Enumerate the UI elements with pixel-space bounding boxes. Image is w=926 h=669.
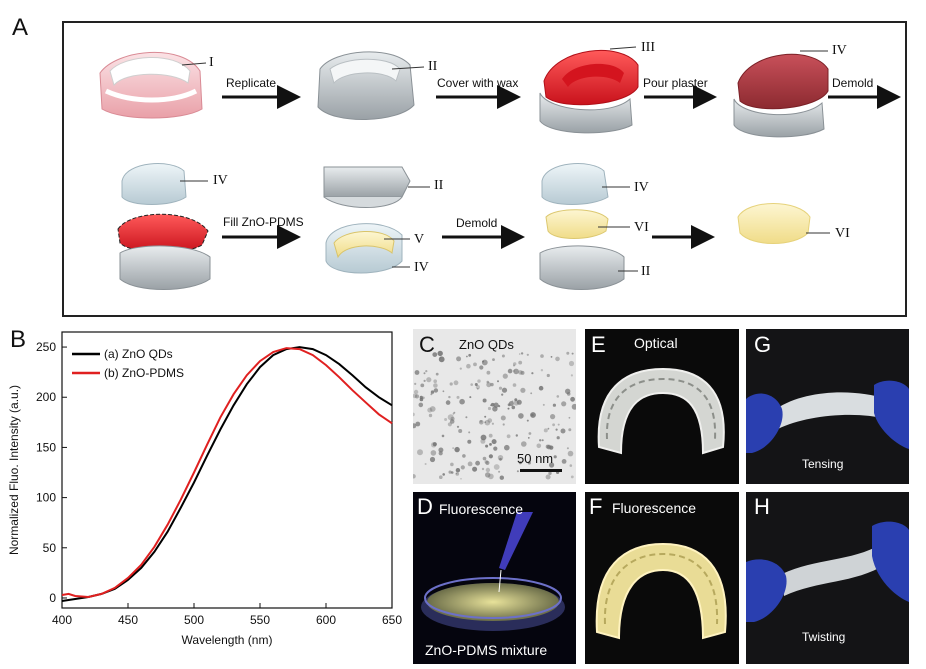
scale-bar — [520, 469, 562, 472]
x-tick-label-0: 400 — [52, 613, 72, 627]
step-demold-2: Demold — [456, 216, 498, 230]
panel-label-e: E — [591, 332, 606, 357]
plaster-model-ii — [317, 51, 415, 121]
panel-label-h: H — [754, 494, 770, 519]
wax-model-iii — [539, 49, 639, 134]
series-line-1 — [61, 347, 393, 599]
denture-model-i — [99, 52, 203, 119]
label-ii: II — [428, 59, 438, 74]
y-tick-label-3: 150 — [36, 440, 56, 454]
h-caption: Twisting — [802, 630, 846, 644]
tem-particles — [413, 350, 576, 480]
label-vi-row2b: VI — [835, 226, 850, 241]
panel-label-b: B — [10, 326, 27, 353]
c-scale-label: 50 nm — [517, 451, 554, 466]
exploded-mold — [117, 163, 211, 290]
panel-label-f: F — [589, 494, 603, 519]
panel-label-a: A — [12, 14, 29, 41]
f-title: Fluorescence — [612, 500, 697, 516]
x-tick-label-5: 650 — [382, 613, 402, 627]
g-caption: Tensing — [802, 457, 844, 471]
photo-h-twisting: H Twisting — [746, 492, 909, 664]
photo-c-tem: C ZnO QDs 50 nm — [413, 329, 576, 484]
label-i: I — [209, 55, 214, 70]
x-tick-label-2: 500 — [184, 613, 204, 627]
aligner-optical — [597, 367, 725, 455]
label-iv-row2c: IV — [634, 180, 649, 195]
panel-label-c: C — [419, 332, 435, 357]
step-demold-1: Demold — [832, 76, 874, 90]
filled-mold-v — [325, 223, 403, 274]
y-tick-label-5: 250 — [36, 340, 56, 354]
y-tick-label-0: 0 — [49, 591, 56, 605]
label-v: V — [414, 232, 425, 247]
x-axis-label: Wavelength (nm) — [182, 633, 273, 647]
photo-d-petri: D Fluorescence ZnO-PDMS mixture — [413, 492, 576, 664]
photo-g-tensing: G Tensing — [746, 329, 909, 484]
d-title: Fluorescence — [439, 501, 524, 517]
step-fill: Fill ZnO-PDMS — [223, 215, 304, 229]
e-title: Optical — [634, 335, 678, 351]
schematic-illustration — [99, 46, 901, 290]
tensing-photo — [746, 380, 909, 453]
step-pour-plaster: Pour plaster — [643, 76, 708, 90]
schematic-frame — [62, 21, 907, 317]
final-cast-vi — [737, 203, 811, 244]
step-cover-wax: Cover with wax — [437, 76, 519, 90]
legend-label-0: (a) ZnO QDs — [104, 347, 173, 361]
c-title: ZnO QDs — [459, 337, 514, 352]
label-iii: III — [641, 40, 655, 55]
label-ii-row2b: II — [641, 264, 651, 279]
twisting-photo — [746, 521, 909, 622]
y-tick-label-2: 100 — [36, 491, 56, 505]
label-vi-row2a: VI — [634, 220, 649, 235]
plaster-block-ii — [323, 166, 411, 208]
label-iv-row2a: IV — [213, 173, 228, 188]
fluorescence-chart: 400 450 500 550 600 650 0 50 100 150 200 250 (a) Zn… — [7, 331, 402, 647]
x-tick-label-4: 600 — [316, 613, 336, 627]
petri-dish — [421, 512, 565, 631]
y-axis-label: Normalized Fluo. Intensity (a.u.) — [7, 385, 21, 555]
plot-frame — [61, 331, 393, 609]
x-tick-label-3: 550 — [250, 613, 270, 627]
photo-f-fluorescence: F Fluorescence — [585, 492, 739, 664]
label-iv-row2b: IV — [414, 260, 429, 275]
x-tick-label-1: 450 — [118, 613, 138, 627]
legend-label-1: (b) ZnO-PDMS — [104, 366, 184, 380]
photo-e-optical: E Optical — [585, 329, 739, 484]
step-replicate: Replicate — [226, 76, 277, 90]
series-line-0 — [61, 346, 393, 602]
d-caption: ZnO-PDMS mixture — [425, 642, 548, 658]
exploded-demold — [539, 163, 625, 290]
chart-legend: (a) ZnO QDs (b) ZnO-PDMS — [72, 347, 184, 380]
y-tick-label-1: 50 — [43, 541, 57, 555]
aligner-fluorescence — [595, 542, 727, 640]
label-ii-row2a: II — [434, 178, 444, 193]
panel-label-d: D — [417, 494, 433, 519]
label-iv: IV — [832, 43, 847, 58]
panel-label-g: G — [754, 332, 772, 357]
y-tick-label-4: 200 — [36, 390, 56, 404]
mold-model-iv — [733, 53, 829, 138]
